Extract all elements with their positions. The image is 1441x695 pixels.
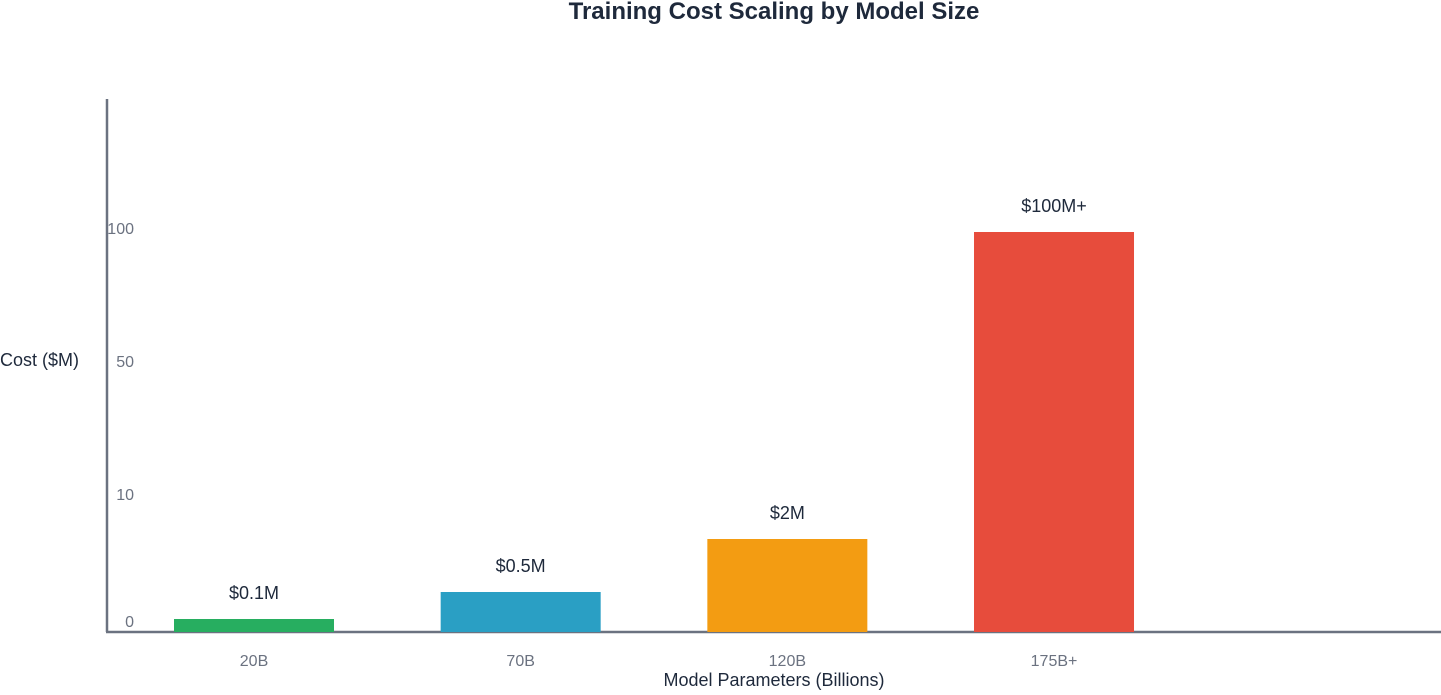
- y-tick-label: 100: [107, 221, 134, 238]
- bar-120b[interactable]: [707, 539, 868, 632]
- y-tick-label: 10: [116, 487, 134, 504]
- bar-175b[interactable]: [974, 232, 1135, 632]
- y-axis-label: Cost ($M): [0, 350, 79, 370]
- bar-70b[interactable]: [440, 592, 601, 632]
- y-tick-label: 0: [125, 614, 134, 631]
- data-label-group: $0.1M $0.5M $2M $100M+: [229, 196, 1087, 603]
- x-tick-group: 20B 70B 120B 175B+: [240, 653, 1078, 670]
- y-tick-label: 50: [116, 354, 134, 371]
- bar-data-label: $0.5M: [496, 556, 546, 576]
- x-tick-label: 120B: [769, 653, 806, 670]
- x-axis-label: Model Parameters (Billions): [663, 670, 884, 690]
- bar-data-label: $0.1M: [229, 583, 279, 603]
- x-tick-label: 175B+: [1031, 653, 1078, 670]
- x-tick-label: 70B: [506, 653, 534, 670]
- chart-title: Training Cost Scaling by Model Size: [569, 0, 980, 25]
- bar-group: [174, 232, 1135, 632]
- bar-20b[interactable]: [174, 619, 334, 632]
- bar-data-label: $2M: [770, 503, 805, 523]
- x-tick-label: 20B: [240, 653, 268, 670]
- bar-data-label: $100M+: [1021, 196, 1087, 216]
- y-tick-group: 0 10 50 100: [107, 221, 134, 631]
